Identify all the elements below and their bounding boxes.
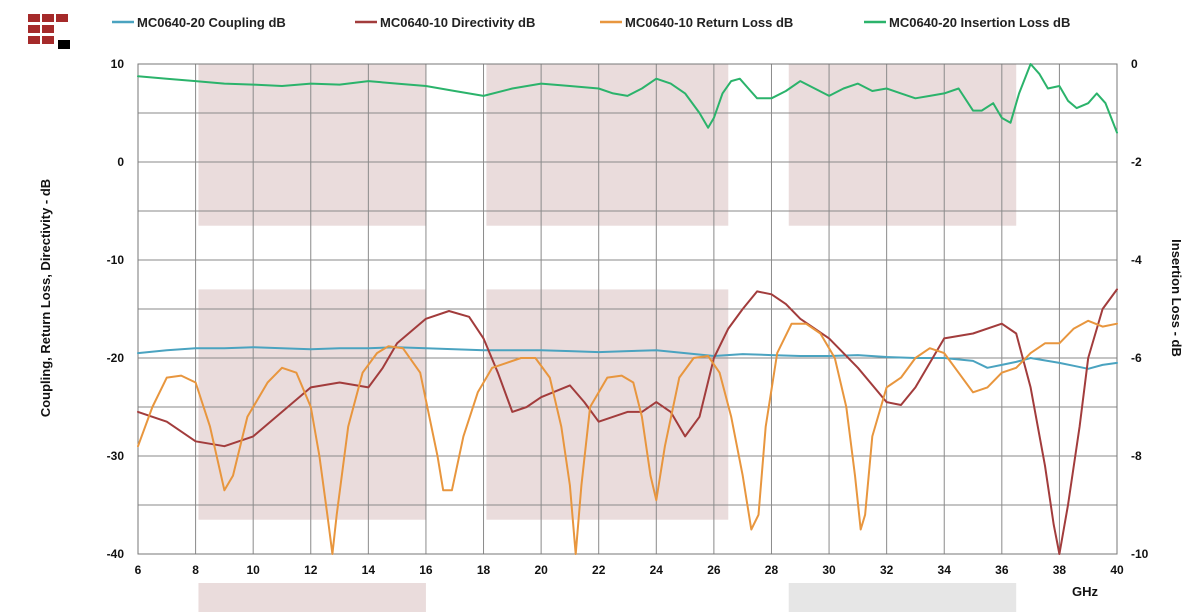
legend-label: MC0640-10 Return Loss dB [625, 15, 793, 30]
band-region [788, 583, 1017, 612]
x-tick-label: 36 [995, 563, 1009, 577]
series-layer [137, 63, 1118, 555]
band-region [486, 64, 729, 226]
band-region [198, 64, 426, 226]
x-tick-label: 32 [880, 563, 894, 577]
logo-icon [28, 14, 70, 49]
x-tick-label: 26 [707, 563, 721, 577]
y-tick-label: -10 [107, 253, 125, 267]
series-line-3 [137, 63, 1118, 134]
x-tick-label: 16 [419, 563, 433, 577]
band-region [198, 583, 426, 612]
series-line-1 [137, 288, 1118, 555]
tick-labels: 6 8 10 12 14 16 18 20 22 24 26 28 30 32 34 36 38 40 10 0 -10… [107, 57, 1149, 577]
x-tick-label: 22 [592, 563, 606, 577]
x-tick-label: 24 [650, 563, 664, 577]
y-tick-label: 0 [117, 155, 124, 169]
y2-axis-title: Insertion Loss - dB [1169, 239, 1184, 357]
x-axis-title: GHz [1072, 584, 1099, 599]
legend-item-insertion-loss: MC0640-20 Insertion Loss dB [864, 15, 1070, 30]
legend-label: MC0640-20 Insertion Loss dB [889, 15, 1070, 30]
series-line-0 [137, 346, 1118, 370]
y2-tick-label: -4 [1131, 253, 1142, 267]
legend-item-return-loss: MC0640-10 Return Loss dB [600, 15, 793, 30]
x-tick-label: 8 [192, 563, 199, 577]
x-tick-label: 14 [362, 563, 376, 577]
y2-tick-label: -10 [1131, 547, 1149, 561]
x-tick-label: 18 [477, 563, 491, 577]
x-tick-label: 30 [822, 563, 836, 577]
y-axis-title: Coupling, Return Loss, Directivity - dB [38, 179, 53, 417]
band-regions [198, 64, 1017, 612]
x-tick-label: 38 [1053, 563, 1067, 577]
band-region [486, 289, 729, 520]
x-tick-label: 20 [534, 563, 548, 577]
x-tick-label: 28 [765, 563, 779, 577]
legend: MC0640-20 Coupling dB MC0640-10 Directiv… [112, 15, 1070, 30]
x-tick-label: 12 [304, 563, 318, 577]
x-tick-label: 34 [938, 563, 952, 577]
x-tick-label: 6 [135, 563, 142, 577]
y2-tick-label: -8 [1131, 449, 1142, 463]
y-tick-label: 10 [111, 57, 125, 71]
y2-tick-label: -2 [1131, 155, 1142, 169]
y2-tick-label: 0 [1131, 57, 1138, 71]
plot-frame [137, 63, 1118, 555]
y-tick-label: -20 [107, 351, 125, 365]
legend-label: MC0640-20 Coupling dB [137, 15, 286, 30]
x-tick-label: 40 [1110, 563, 1124, 577]
series-line-2 [137, 319, 1118, 555]
band-region [788, 64, 1017, 226]
y-tick-label: -40 [107, 547, 125, 561]
x-tick-label: 10 [246, 563, 260, 577]
legend-label: MC0640-10 Directivity dB [380, 15, 535, 30]
y2-tick-label: -6 [1131, 351, 1142, 365]
legend-item-directivity: MC0640-10 Directivity dB [355, 15, 535, 30]
band-region [198, 289, 426, 520]
y-tick-label: -30 [107, 449, 125, 463]
legend-item-coupling: MC0640-20 Coupling dB [112, 15, 286, 30]
